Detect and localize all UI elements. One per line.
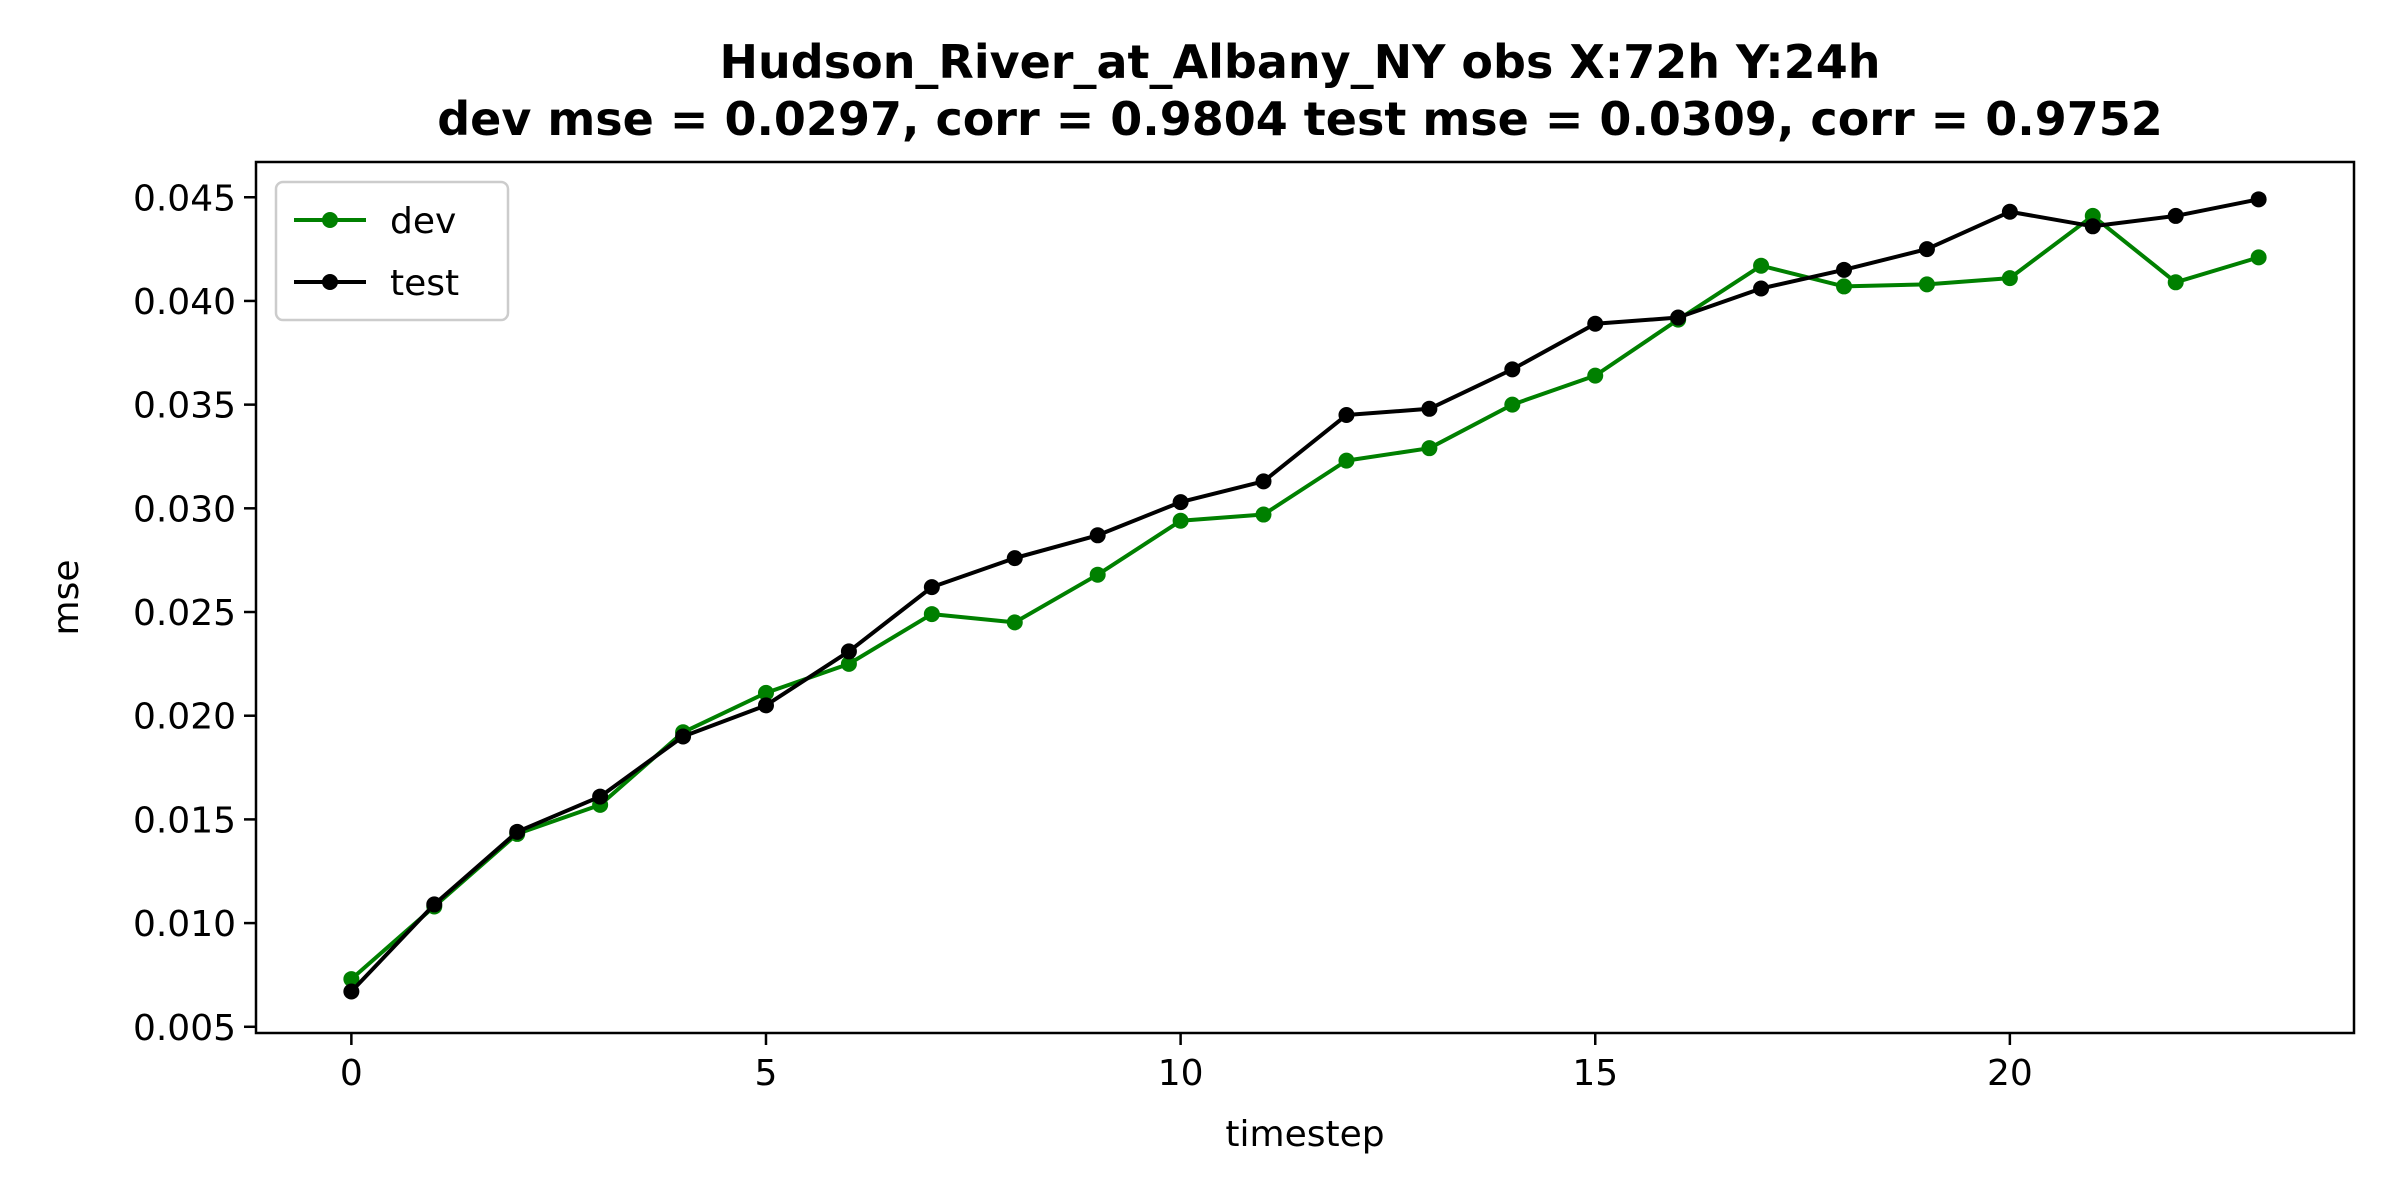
data-point-test	[2250, 191, 2267, 208]
x-tick-label: 5	[755, 1053, 778, 1094]
data-point-test	[1753, 280, 1770, 297]
data-point-test	[343, 983, 360, 1000]
data-point-test	[1504, 361, 1521, 378]
data-point-test	[1255, 473, 1272, 490]
data-point-test	[1338, 407, 1355, 424]
data-point-dev	[1918, 276, 1935, 293]
data-point-test	[426, 896, 443, 913]
x-tick-label: 10	[1158, 1053, 1204, 1094]
data-point-test	[2084, 218, 2101, 235]
chart-title: Hudson_River_at_Albany_NY obs X:72h Y:24…	[437, 35, 2163, 146]
data-point-dev	[1338, 452, 1355, 469]
data-point-test	[509, 823, 526, 840]
data-point-test	[757, 697, 774, 714]
data-point-test	[1421, 400, 1438, 417]
x-tick-label: 15	[1572, 1053, 1618, 1094]
data-point-dev	[1421, 440, 1438, 457]
data-point-dev	[2001, 270, 2018, 287]
y-axis-label: mse	[46, 560, 87, 636]
data-point-dev	[1504, 396, 1521, 413]
data-point-dev	[1089, 566, 1106, 583]
legend: dev test	[274, 180, 510, 322]
data-point-dev	[1006, 614, 1023, 631]
series-lines	[343, 191, 2267, 1000]
legend-label-test: test	[390, 263, 459, 304]
data-point-test	[1172, 494, 1189, 511]
data-point-dev	[1753, 257, 1770, 274]
plot-frame	[254, 160, 2356, 1035]
y-tick-label: 0.030	[133, 489, 236, 530]
data-point-test	[675, 728, 692, 745]
series-line-test	[349, 197, 2260, 993]
chart-title-line-1: Hudson_River_at_Albany_NY obs X:72h Y:24…	[720, 35, 1881, 89]
y-tick-label: 0.020	[133, 697, 236, 738]
legend-marker-test	[322, 274, 338, 290]
legend-label-dev: dev	[390, 201, 456, 242]
data-point-dev	[1587, 367, 1604, 384]
data-point-dev	[1255, 506, 1272, 523]
chart-title-line-2: dev mse = 0.0297, corr = 0.9804 test mse…	[437, 92, 2163, 146]
x-tick-label: 0	[340, 1053, 363, 1094]
x-axis-label: timestep	[1225, 1114, 1384, 1155]
y-tick-label: 0.010	[133, 904, 236, 945]
y-tick-label: 0.040	[133, 282, 236, 323]
data-point-dev	[840, 655, 857, 672]
data-point-test	[2167, 207, 2184, 224]
data-point-test	[1836, 261, 1853, 278]
data-point-dev	[1836, 278, 1853, 295]
y-tick-label: 0.035	[133, 386, 236, 427]
data-point-test	[840, 643, 857, 660]
data-point-dev	[1172, 512, 1189, 529]
data-point-dev	[757, 684, 774, 701]
data-point-dev	[923, 606, 940, 623]
data-point-test	[592, 788, 609, 805]
legend-marker-dev	[322, 212, 338, 228]
data-point-test	[2001, 203, 2018, 220]
series-line-dev	[350, 213, 2260, 981]
y-tick-label: 0.005	[133, 1008, 236, 1049]
data-point-dev	[2167, 274, 2184, 291]
data-point-test	[1587, 315, 1604, 332]
data-point-dev	[343, 971, 360, 988]
data-point-test	[1089, 527, 1106, 544]
data-point-test	[1918, 241, 1935, 258]
data-point-test	[923, 579, 940, 596]
y-tick-label: 0.025	[133, 593, 236, 634]
y-tick-label: 0.015	[133, 800, 236, 841]
data-point-test	[1006, 550, 1023, 567]
y-tick-label: 0.045	[133, 178, 236, 219]
x-tick-label: 20	[1987, 1053, 2033, 1094]
axis-ticks: 0 5 10 15 20 0.005 0.010 0.015 0.020 0.025 0.030 0.…	[133, 178, 2033, 1094]
data-point-test	[1670, 309, 1687, 326]
data-point-dev	[2250, 249, 2267, 266]
